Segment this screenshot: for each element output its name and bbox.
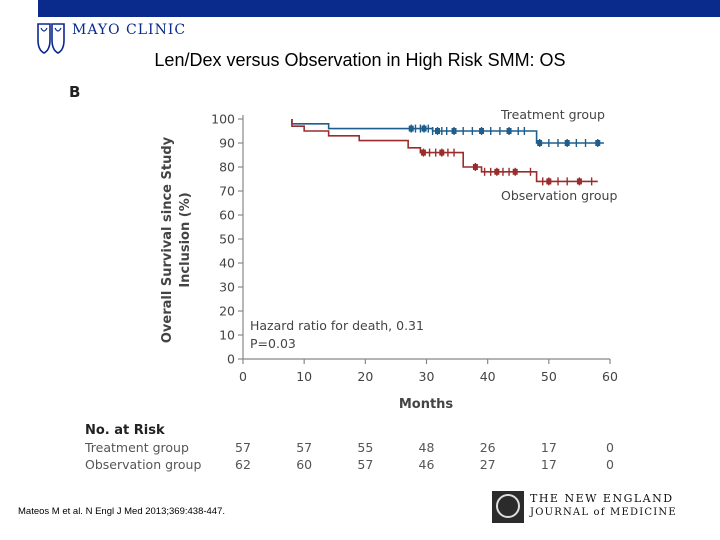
series-observation xyxy=(291,119,598,186)
y-tick-label-30: 30 xyxy=(219,280,235,295)
legend-observation-group: Observation group xyxy=(501,188,617,203)
series-treatment xyxy=(291,119,604,147)
x-tick-label-60: 60 xyxy=(602,369,618,384)
risk-value: 46 xyxy=(419,457,435,472)
hazard-ratio-annotation: Hazard ratio for death, 0.31 xyxy=(250,318,424,333)
risk-value: 60 xyxy=(296,457,312,472)
censor-mark-filled xyxy=(576,178,582,185)
censor-mark-filled xyxy=(435,128,441,134)
x-tick-label-0: 0 xyxy=(239,369,247,384)
y-tick-label-80: 80 xyxy=(219,160,235,175)
chart-ticks: 0 10 20 30 40 50 60 70 80 90 100 0 10 20 30 40 50 60 xyxy=(211,112,618,385)
y-axis-label-line1: Overall Survival since Study xyxy=(160,136,175,343)
risk-value: 0 xyxy=(606,457,614,472)
censor-mark-filled xyxy=(408,125,414,132)
y-tick-label-40: 40 xyxy=(219,256,235,271)
x-tick-label-20: 20 xyxy=(357,369,373,384)
y-tick-label-10: 10 xyxy=(219,328,235,343)
y-tick-label-60: 60 xyxy=(219,208,235,223)
y-tick-label-70: 70 xyxy=(219,184,235,199)
risk-value: 57 xyxy=(296,440,312,455)
risk-row-label-observation: Observation group xyxy=(85,457,201,472)
censor-mark-filled xyxy=(506,128,512,134)
censor-mark-filled xyxy=(420,149,426,156)
y-axis-label-line2: Inclusion (%) xyxy=(178,192,193,287)
risk-value: 17 xyxy=(541,440,557,455)
citation: Mateos M et al. N Engl J Med 2013;369:43… xyxy=(18,506,226,517)
chart-series xyxy=(291,119,604,186)
risk-value: 48 xyxy=(419,440,435,455)
header-color-bar xyxy=(38,0,720,17)
risk-value: 17 xyxy=(541,457,557,472)
legend-treatment-group: Treatment group xyxy=(500,107,605,122)
censor-mark-filled xyxy=(595,140,601,146)
logo-text: MAYO CLINIC xyxy=(72,22,187,38)
censor-mark-filled xyxy=(439,149,445,156)
censor-mark-filled xyxy=(494,168,500,175)
censor-mark-filled xyxy=(546,178,552,185)
censor-mark-filled xyxy=(564,140,570,146)
x-tick-label-50: 50 xyxy=(541,369,557,384)
slide-title: Len/Dex versus Observation in High Risk … xyxy=(154,50,566,70)
censor-mark-filled xyxy=(421,125,427,132)
censor-mark-filled xyxy=(512,168,518,175)
y-tick-label-20: 20 xyxy=(219,304,235,319)
y-tick-label-0: 0 xyxy=(227,352,235,367)
nejm-logo-line2: JOURNAL of MEDICINE xyxy=(530,507,677,518)
censor-mark-filled xyxy=(451,128,457,134)
nejm-logo-line1: THE NEW ENGLAND xyxy=(530,492,674,505)
risk-value: 55 xyxy=(357,440,373,455)
x-tick-label-30: 30 xyxy=(419,369,435,384)
mayo-clinic-shield-icon xyxy=(37,23,65,54)
risk-value: 57 xyxy=(235,440,251,455)
x-tick-label-40: 40 xyxy=(480,369,496,384)
survival-curve-treatment xyxy=(291,119,604,144)
risk-value: 27 xyxy=(480,457,496,472)
y-tick-label-100: 100 xyxy=(211,112,235,127)
x-tick-label-10: 10 xyxy=(296,369,312,384)
y-tick-label-90: 90 xyxy=(219,136,235,151)
risk-value: 0 xyxy=(606,440,614,455)
risk-row-label-treatment: Treatment group xyxy=(84,440,189,455)
risk-value: 26 xyxy=(480,440,496,455)
panel-letter: B xyxy=(69,83,81,101)
risk-value: 57 xyxy=(357,457,373,472)
survival-curve-observation xyxy=(291,119,598,183)
risk-table-values: 57 57 55 48 26 17 0 62 60 57 46 27 17 0 xyxy=(235,440,614,472)
p-value-annotation: P=0.03 xyxy=(250,336,296,351)
nejm-seal-icon xyxy=(496,494,520,518)
censor-mark-filled xyxy=(479,128,485,134)
risk-table-heading: No. at Risk xyxy=(85,423,165,438)
risk-value: 62 xyxy=(235,457,251,472)
censor-mark-filled xyxy=(472,164,478,170)
x-axis-label: Months xyxy=(399,397,454,412)
y-tick-label-50: 50 xyxy=(219,232,235,247)
censor-mark-filled xyxy=(537,140,543,146)
